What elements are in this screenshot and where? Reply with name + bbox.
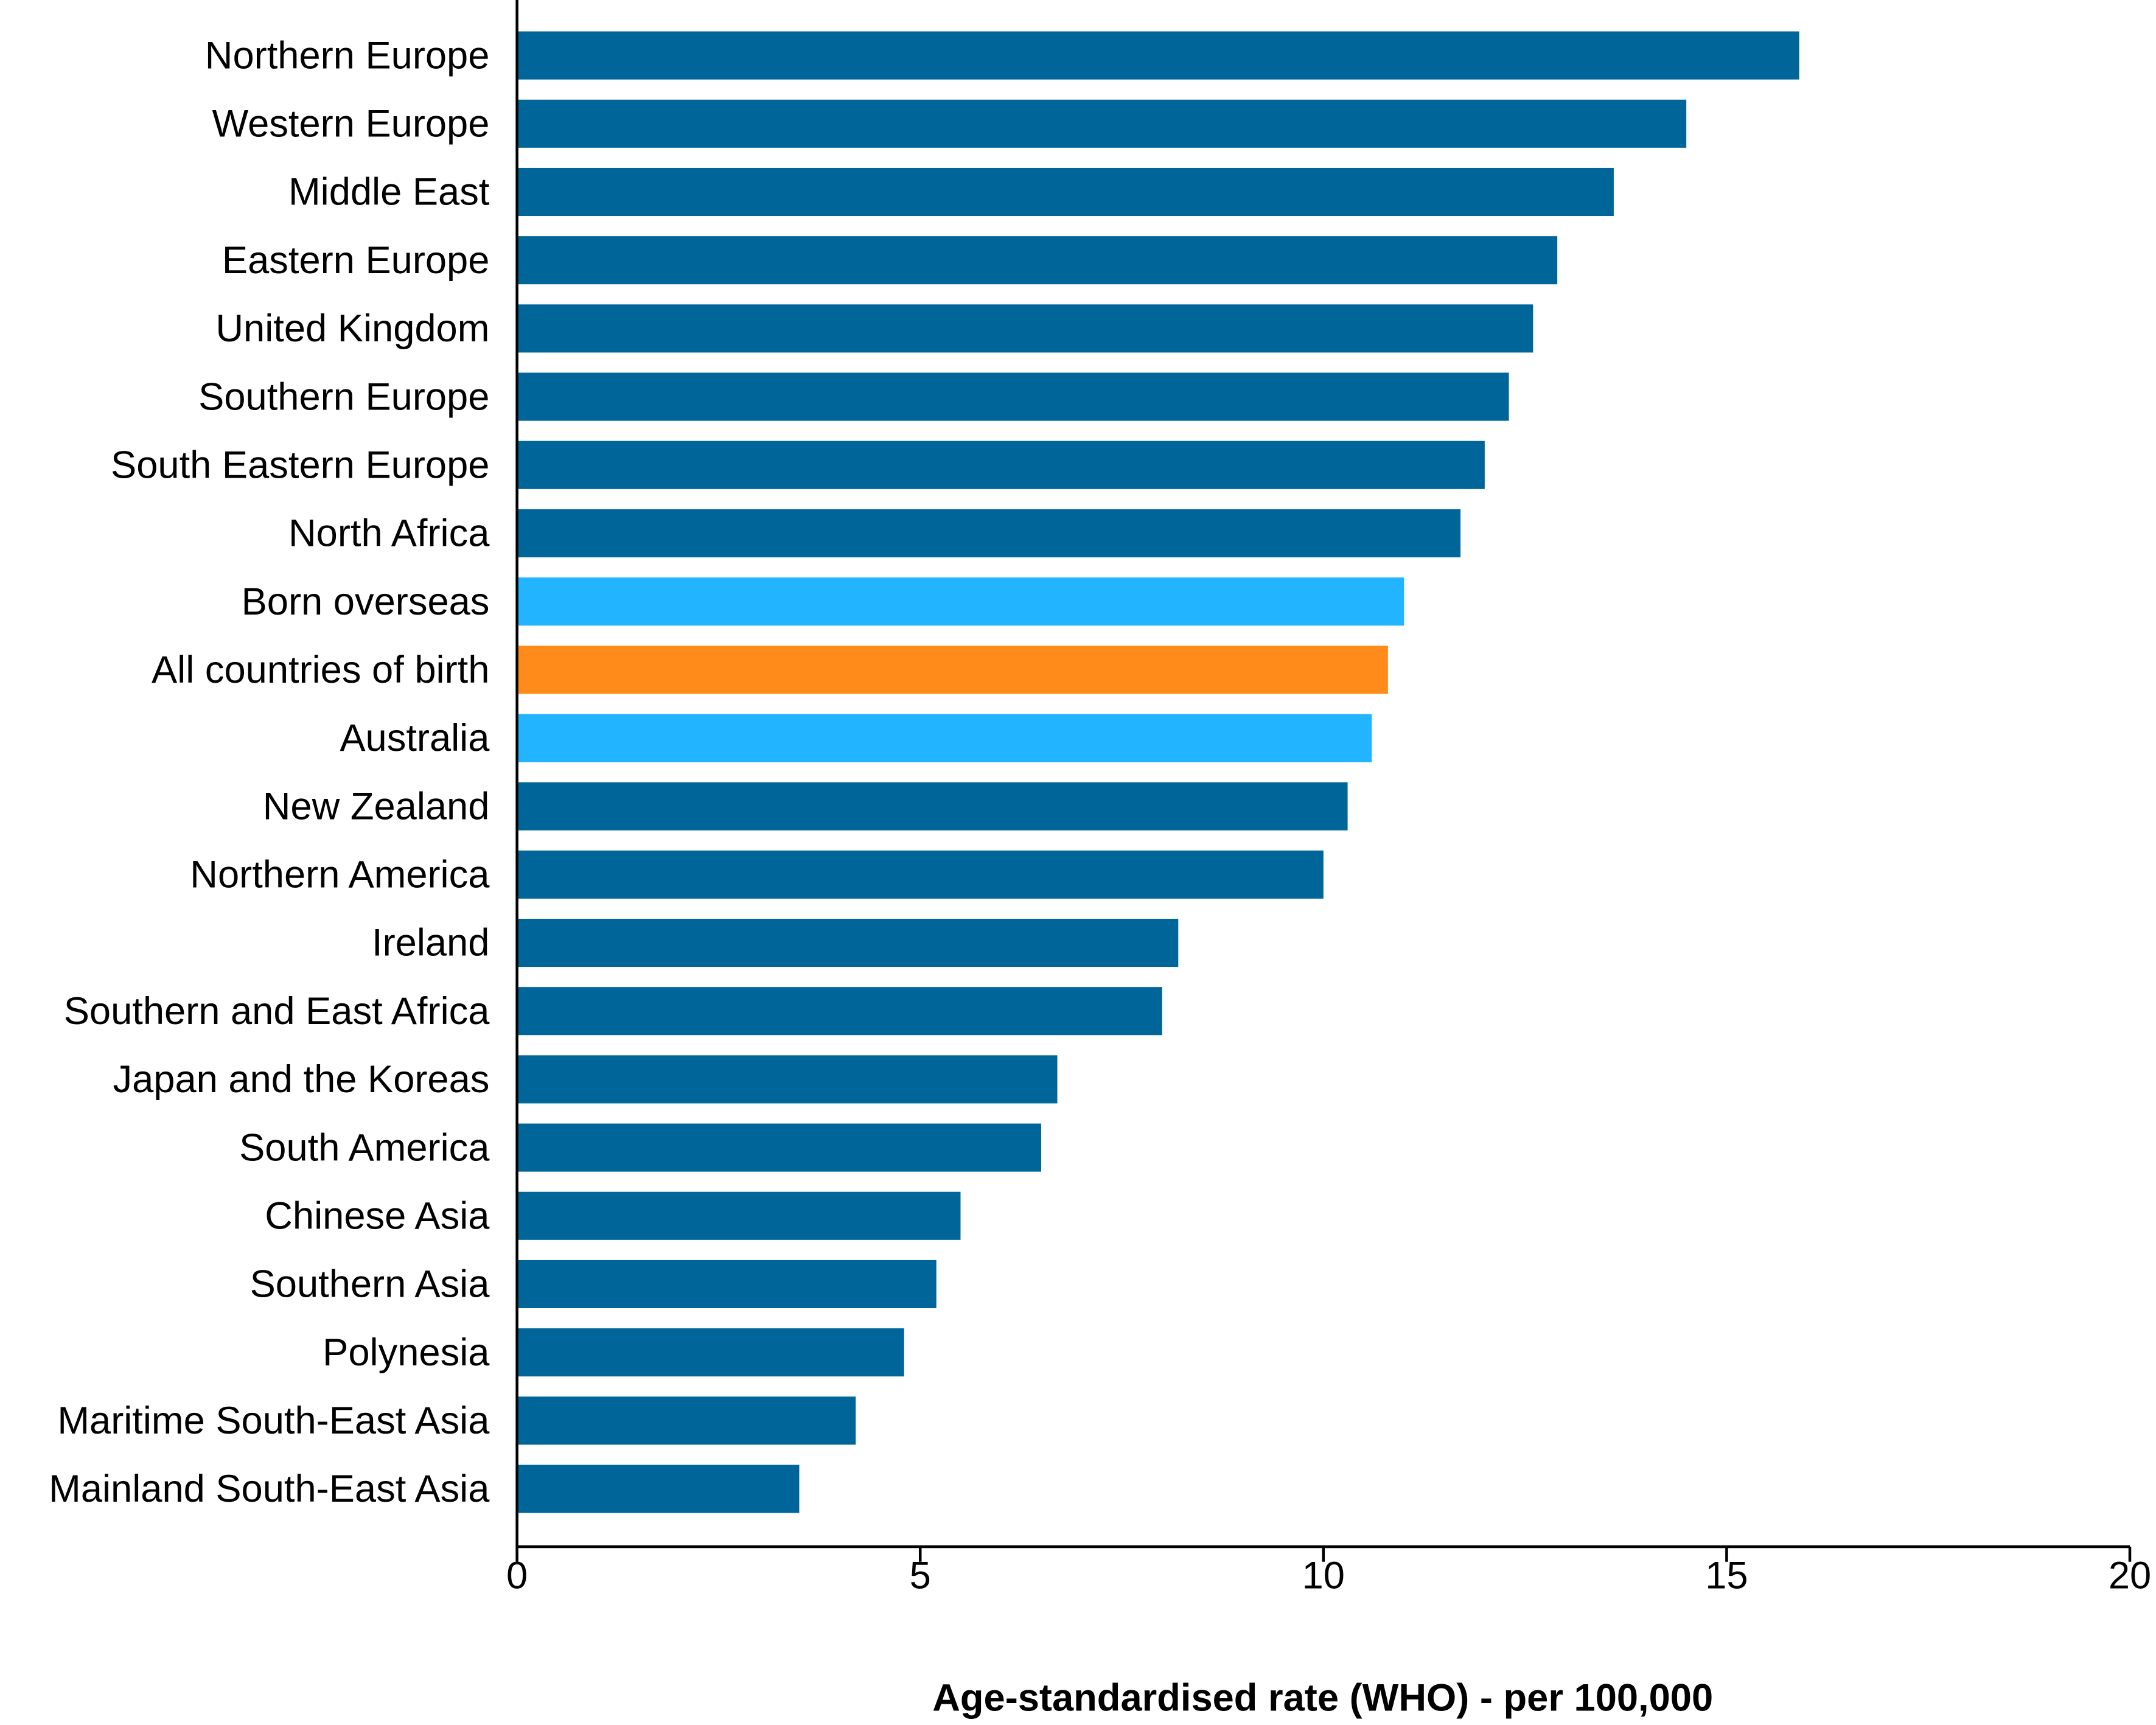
y-tick-label: Japan and the Koreas	[113, 1058, 490, 1101]
bar	[517, 714, 1372, 762]
y-tick-label: North Africa	[288, 512, 490, 555]
y-tick-label: Southern Europe	[198, 375, 489, 418]
x-tick-label: 15	[1705, 1555, 1748, 1597]
y-tick-label: Southern Asia	[250, 1263, 490, 1306]
x-tick-label: 20	[2109, 1555, 2151, 1597]
y-tick-label: New Zealand	[263, 785, 490, 828]
y-tick-label: All countries of birth	[152, 649, 489, 691]
y-tick-label: Chinese Asia	[265, 1194, 490, 1237]
y-tick-label: Maritime South-East Asia	[57, 1399, 490, 1442]
bar	[517, 441, 1485, 489]
x-tick-label: 0	[506, 1555, 528, 1597]
bar	[517, 1260, 937, 1308]
x-tick-label: 5	[910, 1555, 931, 1597]
bar	[517, 918, 1179, 967]
y-tick-label: Australia	[340, 717, 490, 759]
y-tick-label: South Eastern Europe	[111, 444, 489, 486]
y-tick-label: Middle East	[288, 171, 490, 214]
y-tick-label: Ireland	[372, 922, 489, 964]
bar	[517, 236, 1558, 285]
bar	[517, 167, 1614, 217]
bar	[517, 31, 1799, 80]
y-tick-label: Northern America	[190, 854, 490, 896]
bar	[517, 99, 1687, 148]
y-tick-label: Western Europe	[212, 103, 490, 145]
bar	[517, 1328, 904, 1377]
y-tick-label: Born overseas	[242, 580, 490, 623]
bar	[517, 372, 1509, 421]
bar	[517, 646, 1388, 694]
bar	[517, 782, 1348, 831]
y-tick-label: South America	[239, 1126, 490, 1169]
y-tick-label: Eastern Europe	[222, 239, 490, 282]
y-tick-label: Southern and East Africa	[64, 990, 490, 1033]
y-tick-label: United Kingdom	[215, 307, 489, 350]
y-tick-label: Mainland South-East Asia	[49, 1468, 490, 1510]
bar	[517, 304, 1533, 353]
bar	[517, 987, 1162, 1036]
x-axis-title: Age-standardised rate (WHO) - per 100,00…	[932, 1677, 1713, 1720]
bar	[517, 1465, 800, 1513]
bar	[517, 1396, 856, 1445]
bar	[517, 509, 1461, 557]
bar	[517, 1191, 961, 1240]
bar	[517, 577, 1404, 626]
y-tick-label: Polynesia	[323, 1331, 490, 1374]
y-tick-label: Northern Europe	[205, 34, 490, 77]
bar	[517, 850, 1324, 899]
x-tick-label: 10	[1302, 1555, 1345, 1597]
bar	[517, 1123, 1042, 1172]
bar	[517, 1055, 1058, 1104]
